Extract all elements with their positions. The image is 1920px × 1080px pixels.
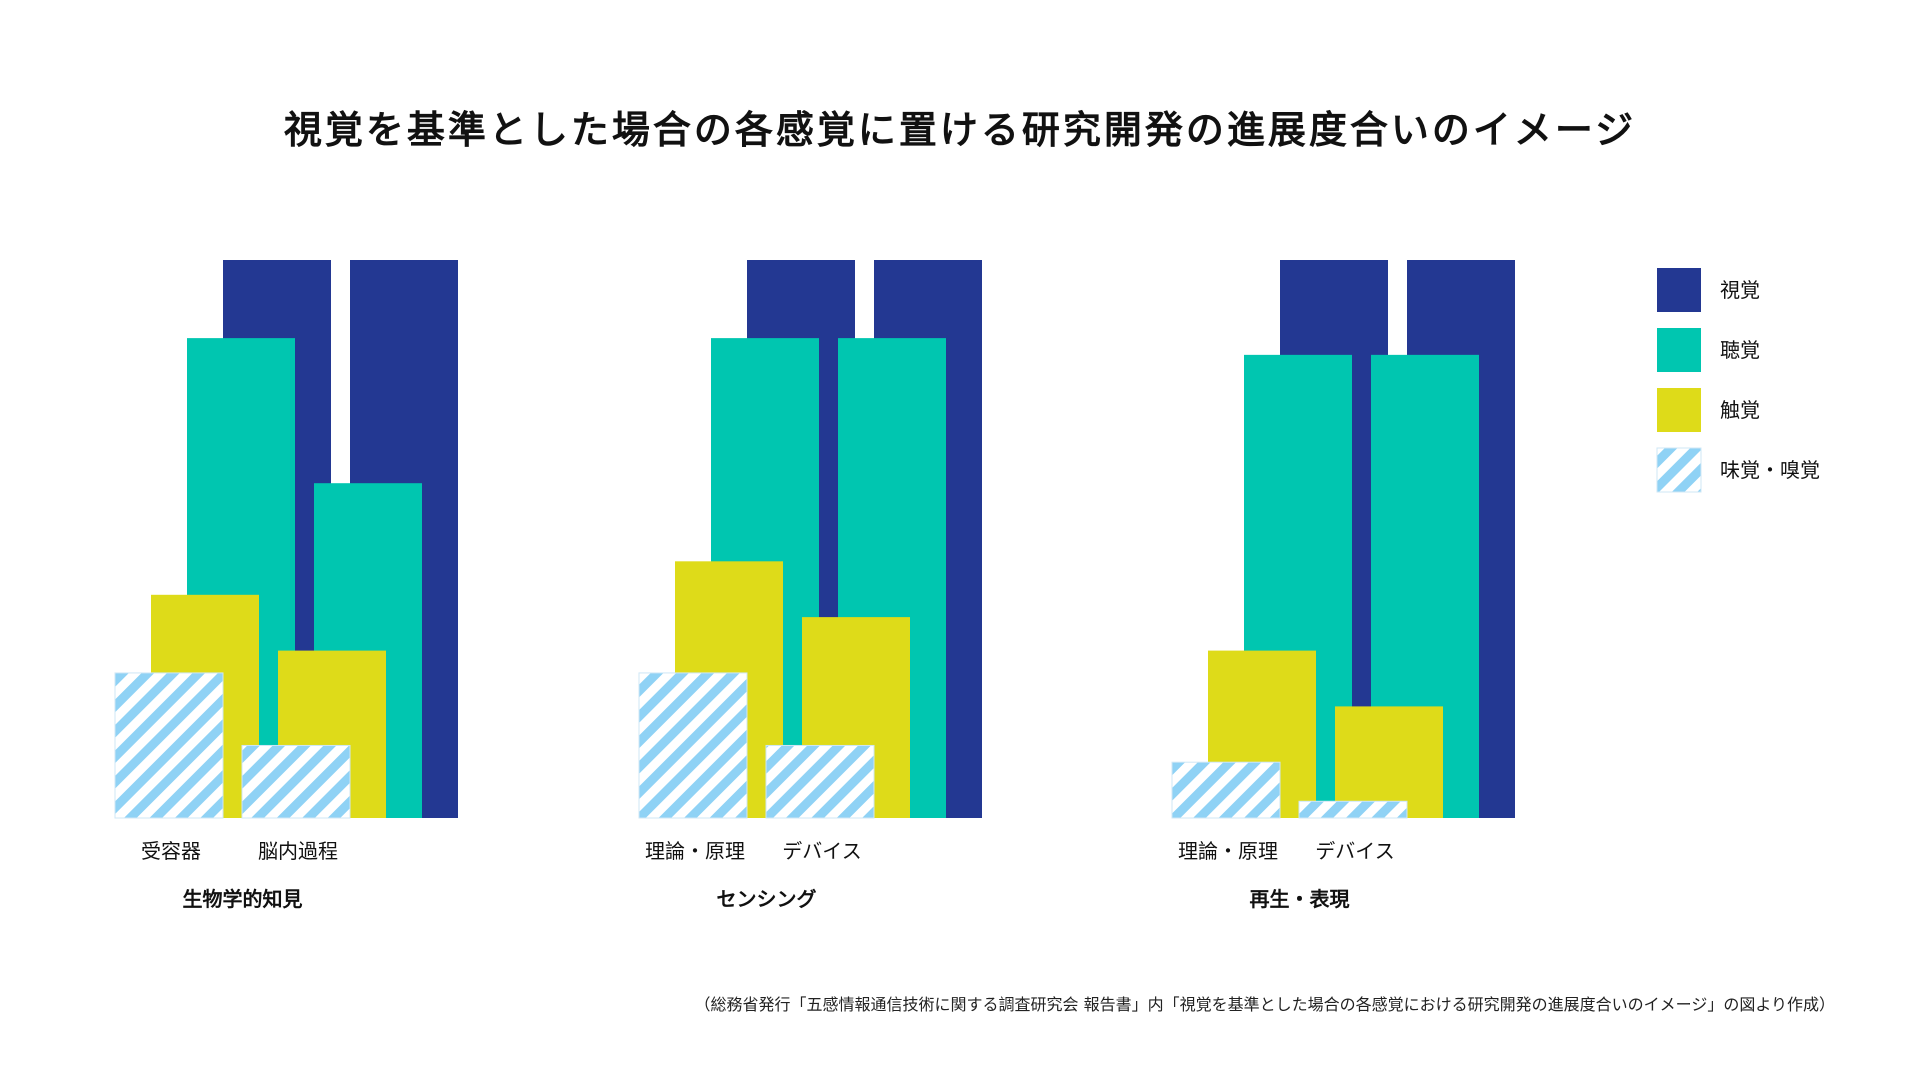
- subcategory-label-g3-s1: 理論・原理: [1178, 839, 1278, 863]
- bar-touch-g3-s2: [1335, 706, 1443, 818]
- bar-taste_smell-g1-s2: [241, 744, 351, 819]
- bar-taste_smell-g2-s2: [765, 744, 875, 819]
- bar-taste_smell-g3-s2: [1298, 800, 1408, 819]
- source-footnote: （総務省発行「五感情報通信技術に関する調査研究会 報告書」内「視覚を基準とした場…: [695, 995, 1835, 1014]
- bars-layer: [114, 260, 1515, 819]
- legend-label-hearing: 聴覚: [1720, 338, 1760, 362]
- legend-swatch-taste_smell: [1656, 447, 1702, 493]
- legend-swatch-hearing: [1657, 328, 1701, 372]
- group-label-3: 再生・表現: [1250, 887, 1350, 911]
- bar-taste_smell-g2-s1: [638, 672, 748, 819]
- legend-label-vision: 視覚: [1720, 278, 1760, 302]
- group-label-2: センシング: [717, 887, 817, 911]
- group-label-1: 生物学的知見: [183, 887, 303, 911]
- subcategory-label-g3-s2: デバイス: [1315, 839, 1394, 863]
- legend-swatch-touch: [1657, 388, 1701, 432]
- legend-swatch-vision: [1657, 268, 1701, 312]
- bar-taste_smell-g1-s1: [114, 672, 224, 819]
- subcategory-label-g1-s2: 脳内過程: [258, 839, 338, 863]
- chart-title: 視覚を基準とした場合の各感覚に置ける研究開発の進展度合いのイメージ: [284, 108, 1636, 152]
- legend-label-taste_smell: 味覚・嗅覚: [1720, 458, 1820, 482]
- subcategory-label-g2-s1: 理論・原理: [645, 839, 745, 863]
- legend-label-touch: 触覚: [1720, 398, 1760, 422]
- bar-taste_smell-g3-s1: [1171, 761, 1281, 819]
- subcategory-label-g1-s1: 受容器: [141, 839, 201, 863]
- subcategory-label-g2-s2: デバイス: [782, 839, 861, 863]
